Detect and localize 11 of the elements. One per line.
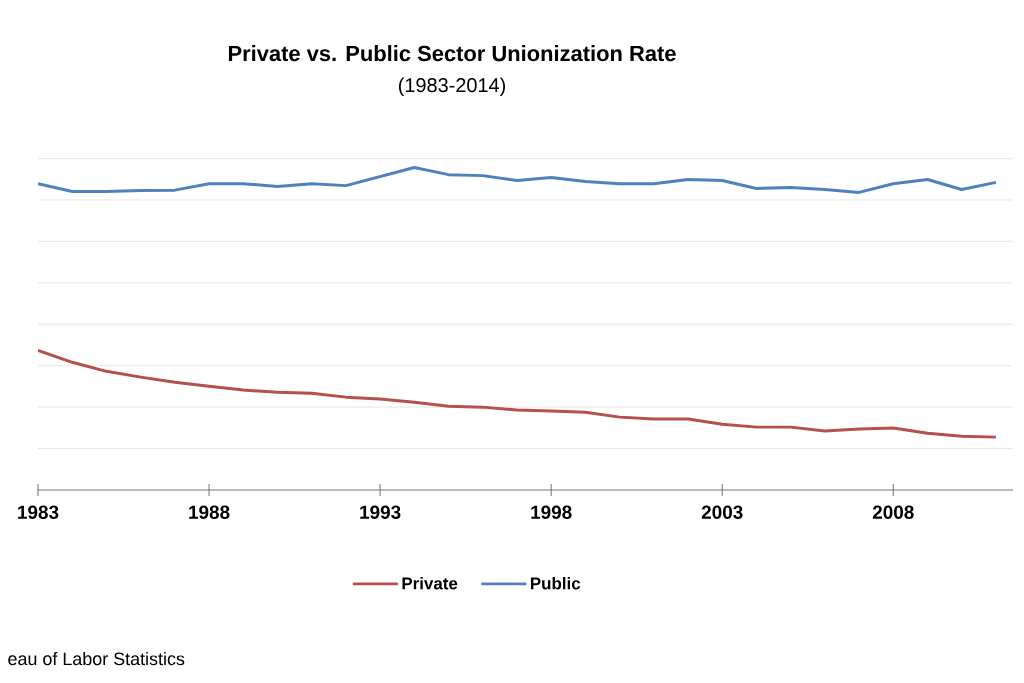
legend-label: Private: [402, 576, 458, 590]
x-tick-label: 1988: [189, 505, 230, 519]
x-tick-label: 2003: [701, 505, 743, 519]
legend-label: Public: [530, 576, 581, 590]
chart-subtitle: (1983-2014): [398, 77, 506, 97]
x-tick-label: 1998: [531, 505, 572, 519]
x-tick-label: 1983: [18, 505, 59, 519]
x-tick-label: 1993: [360, 505, 401, 519]
text: eau of Labor Statistics: [8, 652, 185, 666]
x-tick-label: 2008: [872, 505, 914, 519]
chart-title: Private vs. Public Sector Unionization Rate: [228, 45, 676, 62]
